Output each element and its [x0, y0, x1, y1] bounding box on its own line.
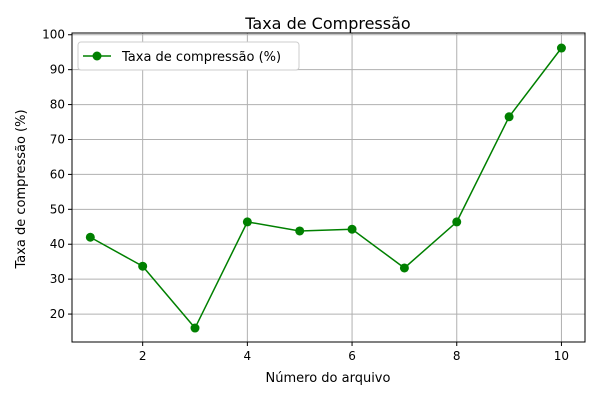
- legend-marker-swatch: [92, 51, 102, 61]
- data-point: [85, 232, 95, 242]
- data-point: [556, 43, 566, 53]
- x-tick-label: 8: [453, 349, 461, 363]
- data-point: [347, 224, 357, 234]
- data-point: [399, 263, 409, 273]
- y-tick-label: 80: [50, 98, 65, 112]
- y-tick-label: 30: [50, 272, 65, 286]
- chart-title: Taxa de Compressão: [244, 14, 410, 33]
- legend-frame: [77, 41, 300, 71]
- plot-area-frame: [71, 32, 586, 343]
- data-point: [295, 226, 305, 236]
- y-tick-label: 40: [50, 237, 65, 251]
- grid-lines: [72, 33, 585, 342]
- x-axis-ticks: 2 4 6 8 10: [139, 342, 569, 363]
- data-point: [138, 261, 148, 271]
- data-point: [190, 323, 200, 333]
- data-point: [452, 217, 462, 227]
- y-axis-ticks: 20 30 40 50 60 70 80 90 100: [42, 28, 72, 321]
- y-tick-label: 100: [42, 28, 65, 42]
- y-tick-label: 70: [50, 132, 65, 146]
- x-axis-label: Número do arquivo: [266, 371, 391, 386]
- y-tick-label: 20: [50, 307, 65, 321]
- series-line: [89, 47, 563, 330]
- x-tick-label: 2: [139, 349, 147, 363]
- legend: Taxa de compressão (%): [77, 41, 300, 71]
- data-point: [242, 217, 252, 227]
- x-tick-label: 4: [244, 349, 252, 363]
- y-tick-label: 90: [50, 63, 65, 77]
- data-point: [504, 112, 514, 122]
- y-axis-label: Taxa de compressão (%): [14, 109, 29, 269]
- x-tick-label: 10: [554, 349, 569, 363]
- y-tick-label: 50: [50, 202, 65, 216]
- legend-label: Taxa de compressão (%): [121, 50, 281, 65]
- series-layer: [85, 43, 566, 333]
- x-tick-label: 6: [348, 349, 356, 363]
- y-tick-label: 60: [50, 167, 65, 181]
